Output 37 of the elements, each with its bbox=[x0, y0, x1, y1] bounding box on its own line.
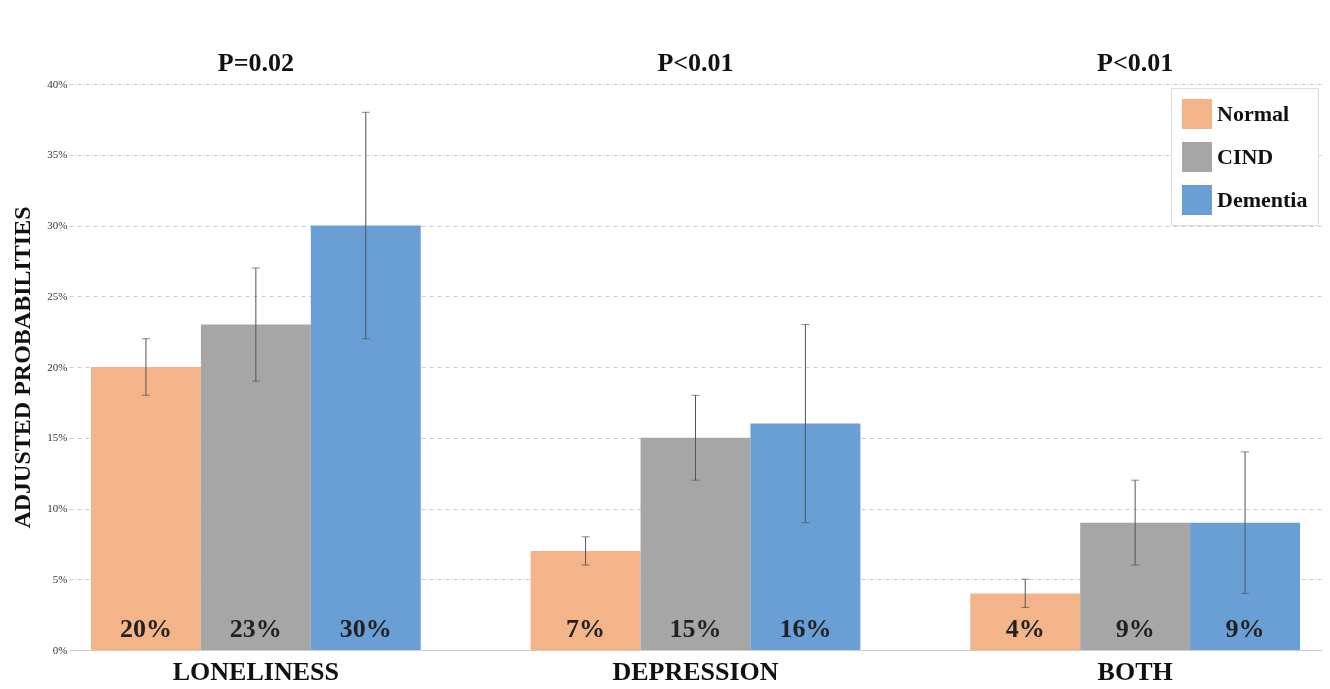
bar bbox=[310, 225, 421, 650]
y-tick-label: 25% bbox=[47, 289, 68, 302]
y-axis-title: ADJUSTED PROBABILITIES bbox=[9, 206, 36, 529]
data-label: 15% bbox=[669, 614, 722, 643]
y-tick-label: 20% bbox=[47, 360, 68, 373]
bar bbox=[750, 423, 861, 650]
bar bbox=[530, 550, 641, 650]
y-tick-label: 35% bbox=[47, 148, 68, 161]
data-label: 16% bbox=[779, 614, 832, 643]
text: P<0.01 bbox=[657, 48, 734, 77]
data-label: 23% bbox=[229, 614, 282, 643]
y-tick-label: 0% bbox=[52, 643, 68, 656]
data-label: 9% bbox=[1115, 614, 1155, 643]
bar bbox=[1080, 522, 1191, 650]
text: P=0.02 bbox=[217, 48, 294, 77]
x-tick-label: LONELINESS bbox=[172, 656, 339, 686]
data-label: 20% bbox=[119, 614, 172, 643]
y-tick-label: 5% bbox=[52, 572, 68, 585]
data-label: 9% bbox=[1225, 614, 1265, 643]
bar bbox=[640, 437, 751, 650]
legend-label: Dementia bbox=[1217, 187, 1308, 212]
bar bbox=[970, 593, 1081, 650]
y-tick-label: 10% bbox=[47, 502, 68, 514]
legend-label: CIND bbox=[1217, 144, 1274, 169]
data-label: 7% bbox=[566, 614, 606, 643]
data-label: 30% bbox=[339, 614, 392, 643]
bar bbox=[1190, 522, 1301, 650]
x-tick-label: BOTH bbox=[1097, 656, 1173, 686]
text: P<0.01 bbox=[1097, 48, 1174, 77]
y-tick-label: 15% bbox=[47, 431, 68, 444]
data-label: 4% bbox=[1005, 614, 1045, 643]
y-tick-label: 30% bbox=[47, 219, 68, 231]
y-tick-label: 40% bbox=[47, 77, 68, 90]
bar bbox=[90, 367, 201, 650]
legend-label: Normal bbox=[1217, 101, 1290, 126]
x-tick-label: DEPRESSION bbox=[612, 656, 779, 686]
bar bbox=[200, 324, 311, 650]
